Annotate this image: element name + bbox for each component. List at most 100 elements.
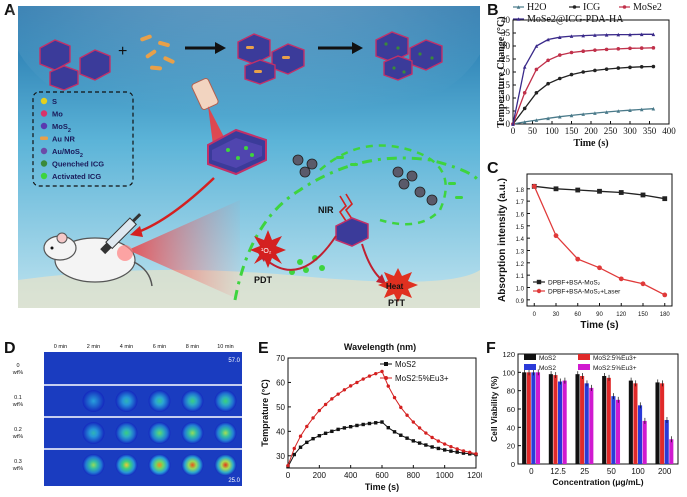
pdt-label: PDT bbox=[254, 275, 273, 285]
singlet-oxygen-burst bbox=[250, 230, 286, 268]
chartE-point-1-20 bbox=[411, 420, 416, 424]
ptt-arrow-head bbox=[376, 274, 386, 284]
chartE-ytick-label-1: 40 bbox=[276, 427, 285, 436]
chartF-xtick-label-1: 12.5 bbox=[550, 467, 566, 476]
legend-label-6-base: Activated ICG bbox=[52, 172, 101, 181]
chartC-xtick-label-0: 0 bbox=[533, 312, 537, 318]
sand-floor bbox=[18, 269, 480, 308]
chartE-point-1-13 bbox=[367, 374, 372, 378]
legend-label-5: Quenched ICG bbox=[52, 160, 104, 169]
chartB-point-1-12 bbox=[651, 64, 656, 69]
legend-label-1: Mo bbox=[52, 110, 63, 119]
chartE-point-1-7 bbox=[330, 397, 334, 401]
chartE-point-1-11 bbox=[355, 380, 359, 385]
legend-label-4-sub: 2 bbox=[80, 153, 83, 159]
chartF-xtick-label-5: 200 bbox=[658, 467, 672, 476]
panel-letter-c: C bbox=[487, 160, 499, 177]
chartC-legend-marker-0 bbox=[536, 279, 542, 285]
chartC-point-0-4 bbox=[618, 190, 624, 195]
chartB-legend-label-2: MoSe2 bbox=[633, 2, 662, 13]
chartB-point-3-9 bbox=[616, 32, 621, 37]
chartC-point-1-4 bbox=[618, 276, 624, 282]
chartF-bar-1-0 bbox=[526, 372, 531, 464]
chartB-xtick-label-6: 300 bbox=[623, 126, 637, 136]
chartE-point-0-5 bbox=[317, 434, 322, 438]
legend-swatch-5 bbox=[40, 160, 48, 167]
panelD-hotspot-1-5 bbox=[214, 390, 237, 412]
panelD-row-label-line2-2: wt% bbox=[12, 434, 24, 440]
chartE-legend-label-0: MoS2 bbox=[395, 360, 416, 369]
panelD-hotspot-1-1 bbox=[82, 390, 105, 412]
chartE-point-0-1 bbox=[292, 452, 296, 457]
chartB-legend-label-1: ICG bbox=[583, 2, 600, 13]
chartB-ytick-label-8: 40 bbox=[501, 15, 511, 25]
chartF-ytick-label-5: 100 bbox=[502, 368, 515, 377]
chartC-point-1-5 bbox=[640, 281, 646, 287]
chartC-ylabel: Absorption intensity (a.u.) bbox=[497, 178, 508, 302]
panel-letter-f: F bbox=[486, 340, 496, 357]
chartC-ytick-label-1: 1.0 bbox=[516, 286, 525, 292]
icg-loaded-flakes bbox=[375, 31, 443, 81]
chartC-point-0-5 bbox=[640, 192, 646, 198]
chart-c: 0 30 60 90 120 150 180 0.9 1.0 1.1 1.2 1.3 1.4 1.5 1.6… bbox=[497, 173, 673, 331]
panelD-row-label-line1-2: 0.2 bbox=[14, 427, 22, 433]
panelD-row-label-line2-3: wt% bbox=[12, 466, 24, 472]
chartF-bar-0-3 bbox=[602, 376, 607, 464]
synthesis-arrow-1-head bbox=[215, 42, 226, 54]
chartE-point-1-18 bbox=[399, 405, 403, 410]
chartF-xtick-label-4: 100 bbox=[631, 467, 645, 476]
chartB-ytick-label-1: 5 bbox=[506, 106, 511, 116]
panelD-hotspot-2-4 bbox=[181, 422, 204, 444]
chartE-point-1-28 bbox=[461, 449, 466, 453]
chartB-point-2-12 bbox=[651, 46, 656, 50]
chartC-point-0-6 bbox=[662, 196, 668, 202]
chartC-ytick-label-7: 1.6 bbox=[516, 212, 525, 218]
chartE-point-1-27 bbox=[455, 447, 459, 451]
panel-letter-d: D bbox=[4, 340, 16, 357]
panelD-row-label-line1-3: 0.3 bbox=[14, 459, 22, 465]
chartB-ytick-label-2: 10 bbox=[501, 93, 511, 103]
chartF-bar-2-5 bbox=[664, 420, 669, 464]
chartE-point-0-7 bbox=[330, 429, 334, 434]
chartF-legend-label-2: MoS2 bbox=[539, 365, 556, 372]
chartB-point-1-11 bbox=[639, 65, 644, 69]
chartE-point-0-22 bbox=[424, 443, 428, 447]
chartE-point-1-8 bbox=[336, 392, 340, 396]
chartE-point-1-14 bbox=[374, 371, 378, 376]
chartE-point-1-1 bbox=[292, 446, 296, 451]
endosome-membrane bbox=[319, 144, 447, 226]
legend-label-3-base: Au NR bbox=[52, 135, 75, 144]
chartE-point-1-16 bbox=[386, 384, 390, 388]
chartF-bar-3-4 bbox=[642, 420, 647, 464]
chartE-legend-label-1: MoS2:5%Eu3+ bbox=[395, 374, 449, 383]
legend-label-2-base: MoS bbox=[52, 122, 68, 131]
chartB-point-2-4 bbox=[558, 53, 562, 57]
chartC-ytick-label-6: 1.5 bbox=[516, 225, 525, 231]
chart-b: 0 50 100 150 200 250 300 350 4000510152025303540… bbox=[497, 2, 676, 149]
chartF-bar-0-0 bbox=[522, 372, 527, 464]
chartB-ytick-label-3: 15 bbox=[501, 80, 511, 90]
panelD-hotspot-3-4 bbox=[181, 454, 204, 476]
chartB-point-3-10 bbox=[628, 32, 632, 37]
chartF-legend-swatch-0 bbox=[524, 354, 536, 360]
chartC-legend-marker-1 bbox=[536, 288, 542, 294]
chartE-point-1-30 bbox=[474, 452, 478, 456]
chartE-point-1-19 bbox=[405, 413, 409, 417]
legend-label-0-base: S bbox=[52, 97, 57, 106]
chartE-xtick-label-3: 600 bbox=[375, 471, 389, 480]
nanosheet-assembly bbox=[207, 128, 267, 176]
chartE-point-0-17 bbox=[392, 430, 397, 434]
chartF-bar-1-5 bbox=[660, 383, 665, 464]
chartE-point-1-24 bbox=[436, 439, 441, 443]
chartC-point-0-2 bbox=[575, 187, 581, 193]
chartB-xtick-label-3: 150 bbox=[565, 126, 579, 136]
chartF-bar-1-2 bbox=[580, 376, 585, 464]
laser-beam-cone bbox=[128, 200, 240, 300]
panelD-col-label-5: 10 min bbox=[217, 344, 234, 350]
chartE-point-0-11 bbox=[355, 423, 359, 428]
chartE-ytick-label-3: 60 bbox=[276, 378, 285, 387]
panel-letter-a: A bbox=[4, 2, 16, 19]
heat-burst bbox=[378, 268, 418, 302]
chartF-ytick-label-1: 20 bbox=[507, 442, 515, 451]
